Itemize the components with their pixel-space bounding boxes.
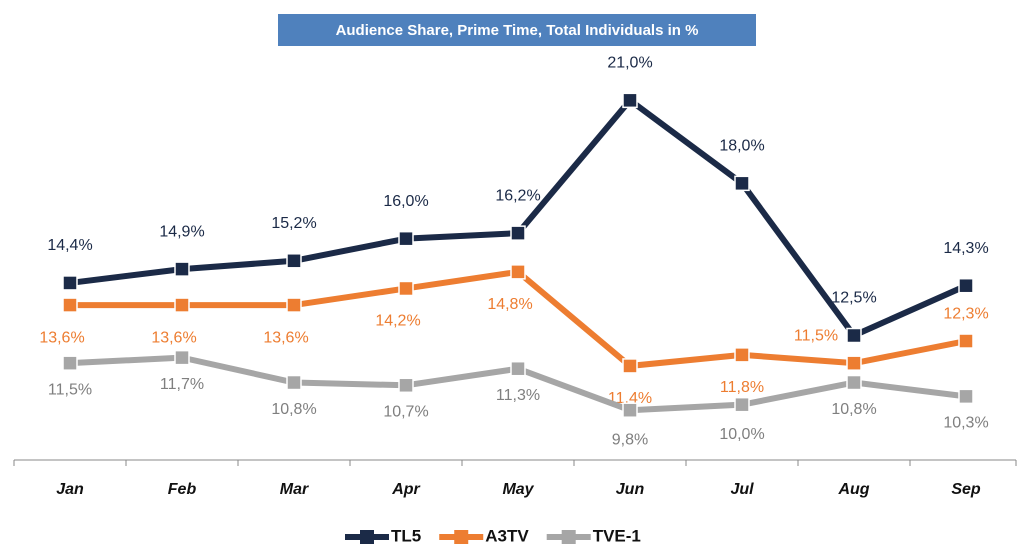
marker [286, 374, 302, 391]
marker [510, 225, 526, 241]
x-tick-label: Jun [616, 481, 645, 498]
value-label: 12,3% [943, 305, 988, 322]
x-tick-label: Mar [280, 481, 309, 498]
value-label: 18,0% [719, 138, 764, 155]
x-tick-label: May [502, 481, 534, 498]
title-box [278, 14, 756, 46]
x-tick-label: Jul [730, 481, 754, 498]
value-label: 14,4% [47, 237, 92, 254]
x-tick-label: Jan [56, 481, 84, 498]
marker [62, 355, 78, 371]
value-label: 21,0% [607, 55, 652, 72]
value-label: 14,8% [487, 296, 532, 313]
value-label: 10,8% [831, 401, 876, 418]
marker [174, 349, 190, 366]
marker [622, 402, 638, 418]
marker [174, 261, 190, 277]
value-label: 11,5% [48, 381, 92, 398]
marker [398, 280, 414, 297]
marker [846, 374, 862, 391]
marker [622, 358, 638, 374]
marker [398, 230, 414, 247]
marker [846, 327, 862, 344]
value-label: 10,7% [383, 404, 428, 421]
marker [734, 347, 750, 363]
legend-label: TVE-1 [593, 526, 641, 545]
value-label: 10,8% [271, 401, 316, 418]
legend-label: A3TV [485, 526, 529, 545]
marker [398, 377, 414, 394]
marker [62, 275, 78, 291]
legend-marker [454, 530, 469, 544]
value-label: 11,5% [794, 327, 838, 344]
value-label: 14,9% [159, 223, 204, 240]
series-line [70, 268, 967, 369]
x-tick-label: Sep [951, 481, 981, 498]
value-label: 15,2% [271, 215, 316, 232]
value-label: 11,7% [160, 376, 204, 393]
marker [510, 264, 526, 280]
chart-title: Audience Share, Prime Time, Total Indivi… [336, 22, 699, 39]
value-label: 16,0% [383, 193, 428, 210]
value-label: 13,6% [263, 329, 308, 346]
value-label: 10,3% [943, 415, 988, 432]
value-label: 9,8% [612, 431, 648, 448]
marker [958, 388, 974, 405]
value-label: 10,0% [719, 426, 764, 443]
marker [958, 277, 974, 294]
marker [286, 297, 302, 313]
value-label: 12,5% [831, 290, 876, 307]
marker [734, 396, 750, 413]
marker [286, 253, 302, 269]
x-tick-label: Apr [391, 481, 420, 498]
value-label: 14,2% [375, 313, 420, 330]
x-tick-label: Aug [837, 481, 869, 498]
marker [174, 297, 190, 313]
marker [958, 333, 974, 349]
value-label: 16,2% [495, 187, 540, 204]
marker [734, 175, 750, 192]
marker [846, 355, 862, 371]
legend-label: TL5 [391, 526, 421, 545]
marker [62, 297, 78, 313]
value-label: 13,6% [39, 329, 84, 346]
marker [622, 92, 638, 109]
value-label: 13,6% [151, 329, 196, 346]
legend-marker [561, 530, 576, 544]
value-label: 14,3% [943, 240, 988, 257]
marker [510, 360, 526, 377]
x-tick-label: Feb [168, 481, 197, 498]
value-label: 11,8% [720, 379, 764, 396]
legend-marker [360, 530, 374, 544]
value-label: 11,3% [496, 387, 540, 404]
